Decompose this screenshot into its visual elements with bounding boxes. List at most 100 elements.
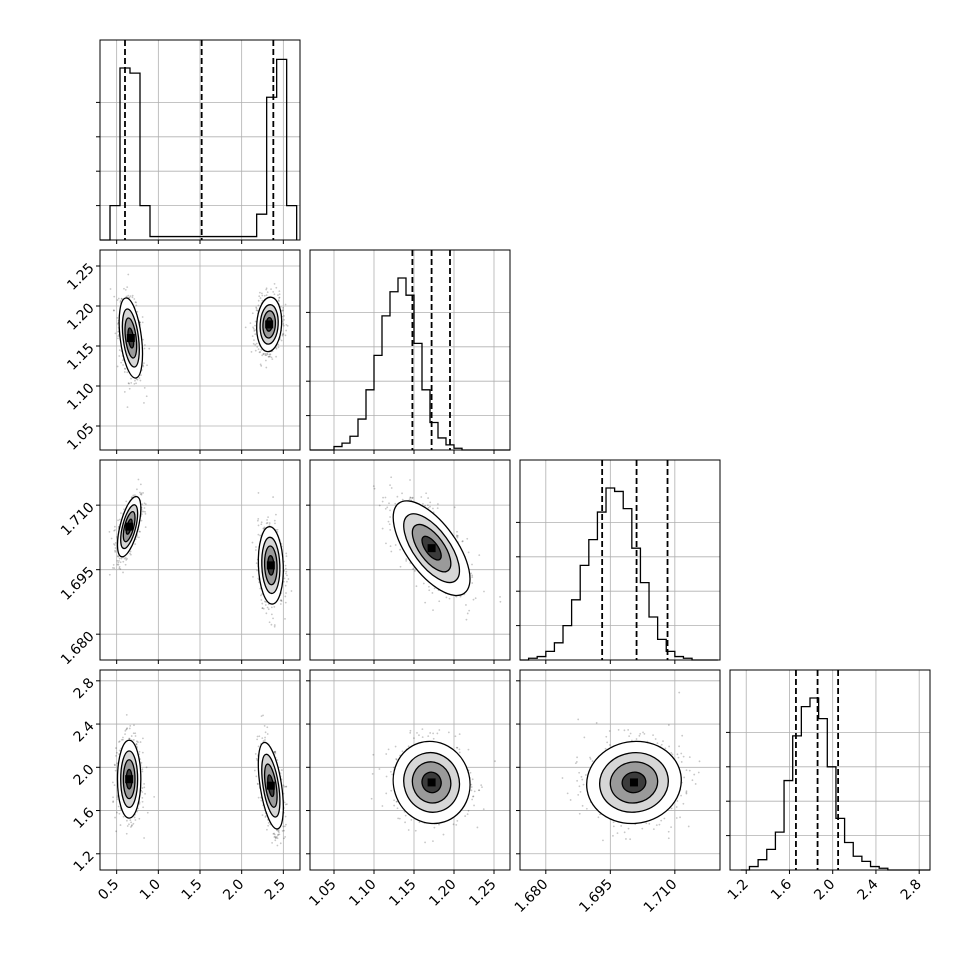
sample-point: [259, 297, 262, 299]
sample-point: [267, 824, 270, 827]
sample-point: [408, 498, 411, 501]
sample-point: [282, 324, 285, 327]
sample-point: [111, 567, 114, 569]
sample-point: [271, 841, 273, 844]
sample-point: [113, 784, 116, 787]
sample-point: [257, 533, 260, 536]
sample-point: [261, 607, 264, 609]
x-tick-label: 2.0: [220, 876, 247, 903]
sample-point: [258, 735, 261, 738]
sample-point: [424, 841, 426, 844]
sample-point: [470, 789, 473, 792]
sample-point: [260, 523, 263, 526]
sample-point: [142, 364, 145, 367]
sample-point: [254, 349, 257, 352]
sample-point: [285, 592, 287, 594]
sample-point: [260, 364, 263, 367]
sample-point: [129, 550, 132, 553]
sample-point: [660, 819, 663, 822]
sample-point: [577, 718, 580, 721]
sample-point: [278, 290, 281, 293]
sample-point: [465, 618, 468, 621]
sample-point: [118, 355, 121, 357]
sample-point: [137, 536, 140, 539]
sample-point: [141, 800, 144, 803]
sample-point: [608, 744, 611, 746]
sample-point: [605, 735, 608, 738]
sample-point: [648, 822, 651, 825]
sample-point: [427, 506, 430, 509]
sample-point: [401, 498, 404, 501]
sample-point: [698, 760, 701, 763]
sample-point: [139, 530, 141, 533]
sample-point: [471, 778, 474, 781]
sample-point: [262, 353, 265, 356]
sample-point: [267, 516, 269, 519]
panel-frame: [309, 459, 511, 661]
sample-point: [385, 792, 388, 795]
sample-point: [390, 476, 393, 479]
sample-point: [263, 600, 266, 603]
sample-point: [118, 812, 121, 815]
sample-point: [143, 386, 146, 389]
sample-point: [437, 503, 439, 505]
sample-point: [604, 747, 607, 750]
sample-point: [584, 774, 587, 776]
sample-point: [432, 737, 435, 740]
sample-point: [257, 299, 260, 302]
sample-point: [467, 748, 470, 751]
sample-point: [268, 355, 271, 358]
sample-point: [429, 501, 432, 504]
sample-point: [133, 724, 135, 727]
sample-point: [112, 800, 115, 803]
sample-point: [144, 503, 147, 506]
sample-point: [459, 595, 462, 598]
sample-point: [142, 510, 145, 513]
sample-point: [284, 567, 287, 570]
sample-point: [389, 770, 392, 773]
sample-point: [281, 309, 284, 312]
sample-point: [111, 781, 114, 784]
sample-point: [481, 786, 483, 789]
density-panel: [370, 728, 496, 844]
sample-point: [499, 600, 502, 603]
sample-point: [280, 599, 283, 602]
x-tick-label: 1.0: [137, 876, 164, 903]
sample-point: [676, 753, 679, 756]
sample-point: [464, 815, 467, 817]
sample-point: [146, 811, 149, 814]
sample-point: [277, 833, 280, 836]
sample-point: [274, 839, 277, 842]
sample-point: [261, 354, 264, 357]
sample-point: [258, 291, 261, 294]
sample-point: [395, 800, 398, 803]
sample-point: [254, 329, 257, 331]
sample-point: [113, 543, 115, 545]
sample-point: [471, 798, 474, 801]
sample-point: [478, 554, 481, 557]
sample-point: [575, 760, 578, 763]
sample-point: [652, 828, 655, 831]
sample-point: [432, 609, 434, 612]
sample-point: [470, 783, 473, 786]
sample-point: [273, 832, 275, 835]
sample-point: [134, 735, 137, 737]
sample-point: [270, 356, 273, 359]
sample-point: [114, 769, 117, 772]
sample-point: [578, 785, 581, 788]
sample-point: [458, 748, 461, 751]
sample-point: [251, 541, 254, 544]
sample-point: [120, 557, 123, 560]
sample-point: [471, 582, 474, 584]
sample-point: [401, 492, 403, 495]
sample-point: [445, 596, 448, 599]
sample-point: [270, 613, 273, 616]
histogram-step: [740, 697, 930, 871]
sample-point: [411, 496, 414, 499]
sample-point: [257, 577, 260, 580]
sample-point: [133, 494, 136, 497]
sample-point: [499, 595, 501, 598]
sample-point: [253, 330, 256, 332]
sample-point: [427, 497, 430, 499]
sample-point: [272, 617, 274, 620]
